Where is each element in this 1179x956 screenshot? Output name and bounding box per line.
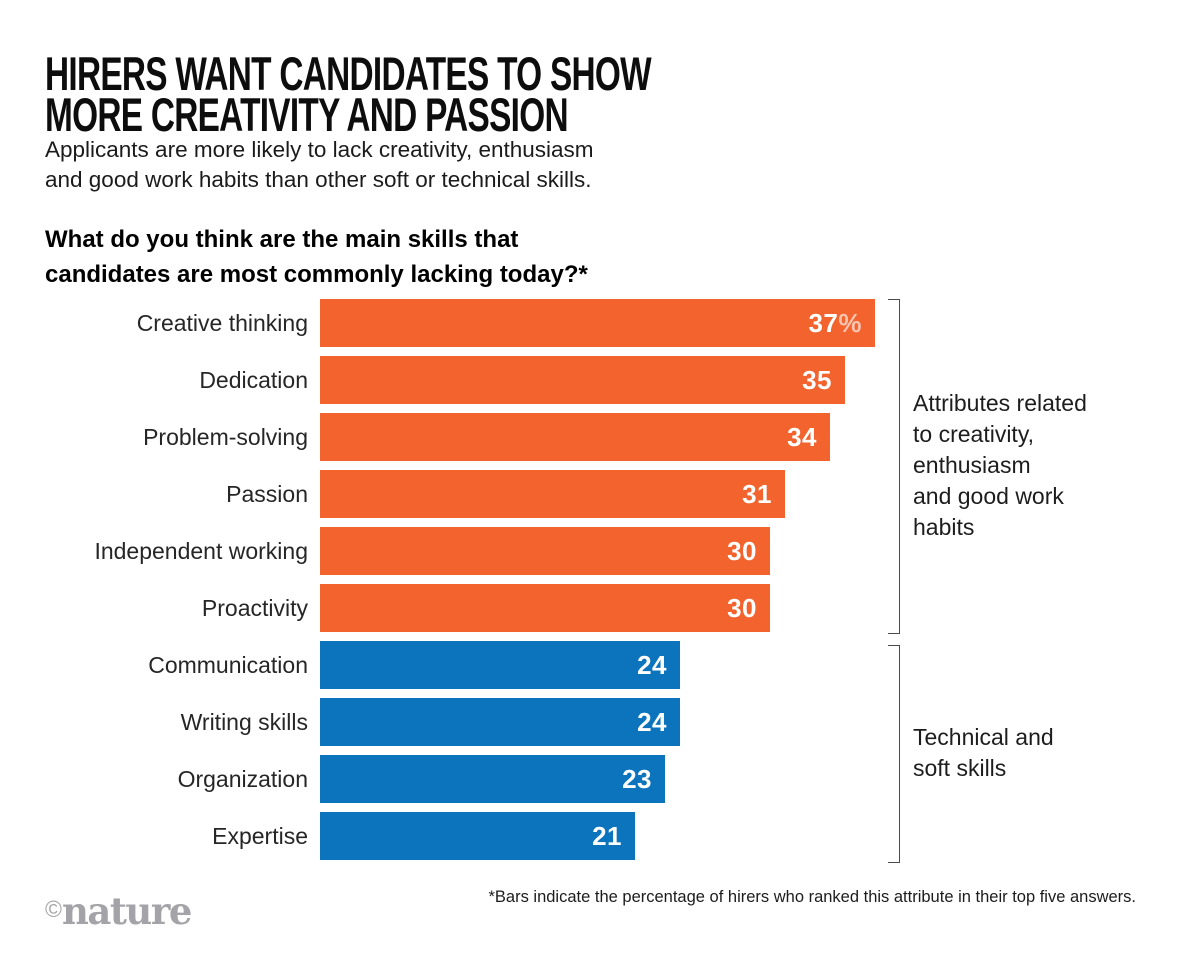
bar-row: Creative thinking 37% [45, 299, 875, 347]
bar-value-number: 21 [592, 820, 622, 851]
bar-label: Dedication [199, 366, 308, 393]
bar-label: Proactivity [201, 594, 308, 621]
bar: 30 [320, 527, 770, 575]
bar-label: Passion [226, 480, 308, 507]
bar-value-suffix: % [838, 307, 862, 338]
bar-value: 35 [802, 365, 845, 396]
group1-annotation: Attributes related to creativity, enthus… [913, 390, 1087, 540]
bar: 23 [320, 755, 665, 803]
bar-label: Creative thinking [136, 309, 308, 336]
bar-label: Writing skills [180, 708, 308, 735]
bar-row: Expertise 21 [45, 812, 875, 860]
bar-value: 30 [727, 593, 770, 624]
bar-row: Independent working 30 [45, 527, 875, 575]
bar-label: Problem-solving [143, 423, 308, 450]
bar-label: Organization [177, 765, 308, 792]
bar: 35 [320, 356, 845, 404]
bar-value-number: 35 [802, 364, 832, 395]
bar-value: 31 [742, 479, 785, 510]
bar-row: Problem-solving 34 [45, 413, 875, 461]
bar-row: Dedication 35 [45, 356, 875, 404]
bar-value-number: 34 [787, 421, 817, 452]
bar: 30 [320, 584, 770, 632]
bar-value: 34 [787, 422, 830, 453]
group2-bracket [888, 645, 900, 863]
bar-label: Independent working [94, 537, 308, 564]
footnote: *Bars indicate the percentage of hirers … [488, 888, 1136, 906]
bar: 31 [320, 470, 785, 518]
subtitle: Applicants are more likely to lack creat… [45, 136, 594, 192]
group2-annotation: Technical and soft skills [913, 724, 1054, 781]
bar-value-number: 30 [727, 592, 757, 623]
nature-logo: ©nature [45, 889, 192, 933]
bar-value-number: 24 [637, 706, 667, 737]
bar-value-number: 37 [808, 307, 839, 338]
bar-rows: Creative thinking 37% Dedication 35 Problem-… [45, 299, 875, 869]
chart-question: What do you think are the main skills th… [45, 225, 588, 289]
bar-row: Proactivity 30 [45, 584, 875, 632]
bar: 21 [320, 812, 635, 860]
bar-row: Communication 24 [45, 641, 875, 689]
bar-value: 24 [637, 650, 680, 681]
bar-row: Writing skills 24 [45, 698, 875, 746]
bar-value: 37% [808, 308, 875, 339]
bar-row: Organization 23 [45, 755, 875, 803]
bar: 37% [320, 299, 875, 347]
bar-label: Communication [148, 651, 308, 678]
bar-value: 24 [637, 707, 680, 738]
copyright-icon: © [45, 896, 62, 922]
bar-value-number: 31 [742, 478, 772, 509]
bar: 24 [320, 641, 680, 689]
bar-value-number: 24 [637, 649, 667, 680]
group1-bracket [888, 299, 900, 634]
bar-value-number: 30 [727, 535, 757, 566]
headline: HIRERS WANT CANDIDATES TO SHOW MORE CREA… [45, 47, 652, 142]
bar-value: 30 [727, 536, 770, 567]
bar-value-number: 23 [622, 763, 652, 794]
bar-value: 23 [622, 764, 665, 795]
bar: 24 [320, 698, 680, 746]
nature-logo-text: nature [61, 889, 192, 933]
bar-label: Expertise [212, 822, 308, 849]
bar-row: Passion 31 [45, 470, 875, 518]
bar: 34 [320, 413, 830, 461]
bar-value: 21 [592, 821, 635, 852]
